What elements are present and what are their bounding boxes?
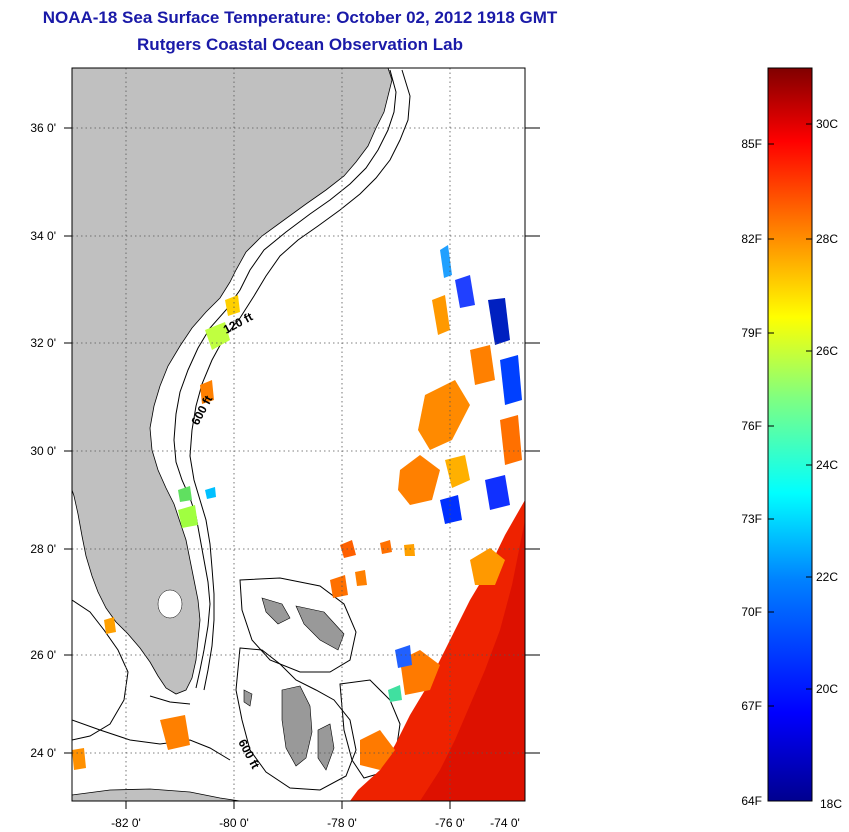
colorbar-c-label: 18C xyxy=(820,797,842,811)
map-subtitle: Rutgers Coastal Ocean Observation Lab xyxy=(137,35,463,54)
colorbar-f-label: 85F xyxy=(741,137,762,151)
lon-label: -80 0' xyxy=(219,816,249,830)
colorbar-gradient xyxy=(767,67,813,802)
lat-label: 32 0' xyxy=(30,336,56,350)
lon-label: -78 0' xyxy=(327,816,357,830)
colorbar-f-label: 64F xyxy=(741,794,762,808)
lat-label: 36 0' xyxy=(30,121,56,135)
map-frame xyxy=(71,67,526,802)
colorbar-f-label: 73F xyxy=(741,512,762,526)
colorbar: 85F 82F 79F 76F 73F 70F 67F 64F 30C 28C … xyxy=(741,67,842,811)
sst-offshore-patches xyxy=(330,245,522,598)
sst-coastal-patches xyxy=(72,295,240,770)
bahamas-islands xyxy=(243,597,345,771)
colorbar-c-label: 30C xyxy=(816,117,838,131)
lon-label: -74 0' xyxy=(490,816,520,830)
lat-label: 26 0' xyxy=(30,648,56,662)
lat-label: 30 0' xyxy=(30,444,56,458)
colorbar-c-label: 24C xyxy=(816,458,838,472)
map-ticks xyxy=(64,127,540,809)
lat-label: 34 0' xyxy=(30,229,56,243)
colorbar-f-label: 82F xyxy=(741,232,762,246)
colorbar-ticks xyxy=(768,123,812,707)
colorbar-f-label: 70F xyxy=(741,605,762,619)
colorbar-f-label: 67F xyxy=(741,699,762,713)
lat-label: 28 0' xyxy=(30,542,56,556)
bathymetry-contours xyxy=(72,69,411,791)
lon-label: -82 0' xyxy=(111,816,141,830)
map-graticule xyxy=(72,68,525,801)
sst-warm-region xyxy=(350,500,525,801)
lat-label: 24 0' xyxy=(30,746,56,760)
colorbar-f-label: 76F xyxy=(741,419,762,433)
map-title: NOAA-18 Sea Surface Temperature: October… xyxy=(42,8,558,27)
colorbar-c-label: 26C xyxy=(816,344,838,358)
colorbar-f-label: 79F xyxy=(741,326,762,340)
colorbar-c-label: 22C xyxy=(816,570,838,584)
colorbar-c-label: 28C xyxy=(816,232,838,246)
lon-label: -76 0' xyxy=(435,816,465,830)
colorbar-c-label: 20C xyxy=(816,682,838,696)
